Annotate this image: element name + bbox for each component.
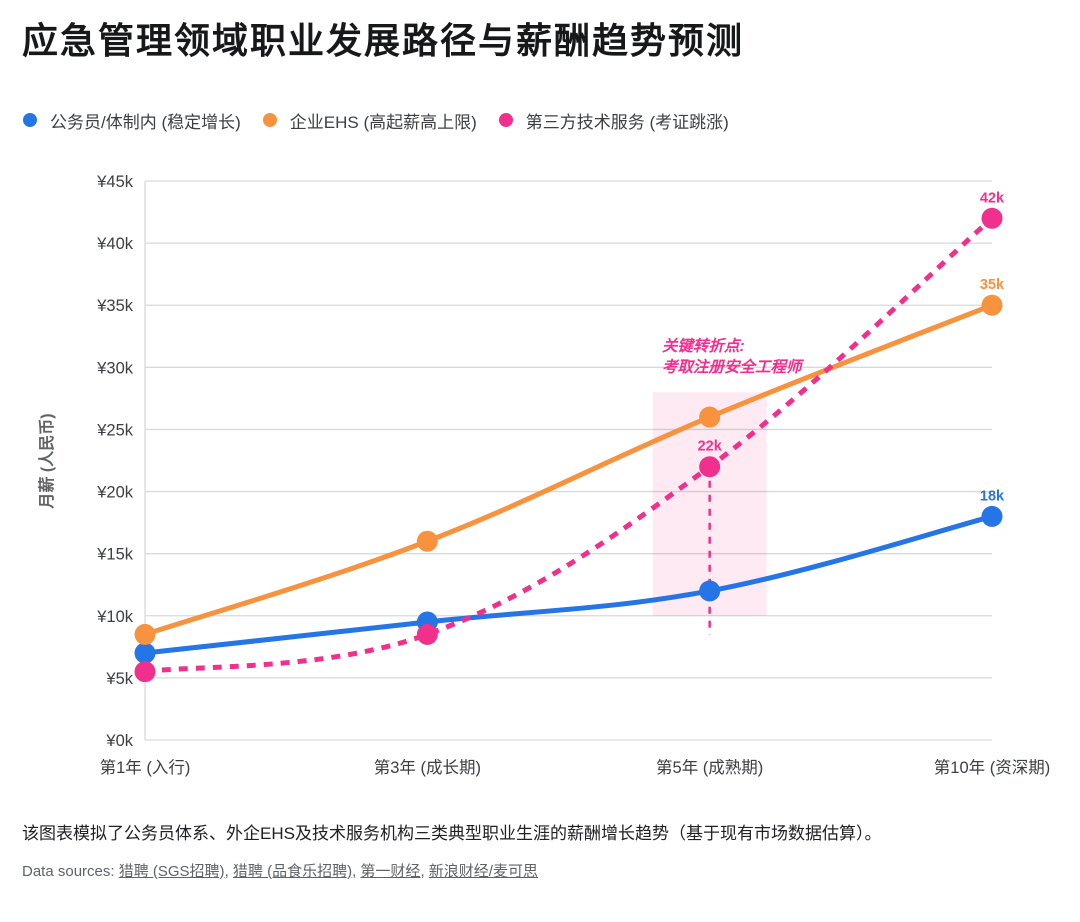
legend-label: 第三方技术服务 (考证跳涨) — [525, 112, 729, 132]
legend-item-civil-servant: 公务员/体制内 (稳定增长) — [23, 108, 241, 133]
page-title: 应急管理领域职业发展路径与薪酬趋势预测 — [22, 20, 745, 61]
data-point — [699, 406, 721, 428]
y-tick-label: ¥35k — [96, 297, 134, 315]
legend-label: 公务员/体制内 (稳定增长) — [50, 112, 241, 132]
chart-page: 应急管理领域职业发展路径与薪酬趋势预测 公务员/体制内 (稳定增长) 企业EHS… — [0, 20, 1080, 881]
data-point — [699, 580, 721, 602]
source-link[interactable]: 新浪财经/麦可思 — [428, 863, 538, 880]
legend-label: 企业EHS (高起薪高上限) — [289, 112, 477, 132]
legend-item-third-party: 第三方技术服务 (考证跳涨) — [498, 108, 729, 133]
legend-dot-blue-icon — [23, 113, 37, 127]
data-point — [134, 642, 156, 664]
legend-dot-orange-icon — [262, 113, 277, 127]
point-value-label: 22k — [698, 439, 723, 455]
data-point — [416, 623, 438, 645]
data-point — [981, 207, 1003, 229]
y-tick-label: ¥20k — [96, 484, 134, 502]
data-point — [981, 505, 1003, 527]
y-tick-label: ¥45k — [96, 173, 134, 191]
chart-description: 该图表模拟了公务员体系、外企EHS及技术服务机构三类典型职业生涯的薪酬增长趋势（… — [22, 824, 882, 843]
data-point — [981, 294, 1003, 316]
y-tick-label: ¥40k — [96, 235, 134, 253]
source-link[interactable]: 猎聘 (品食乐招聘) — [232, 863, 353, 880]
chart-legend: 公务员/体制内 (稳定增长) 企业EHS (高起薪高上限) 第三方技术服务 (考… — [23, 108, 1080, 133]
legend-item-ehs: 企业EHS (高起薪高上限) — [262, 108, 477, 133]
source-separator: , — [352, 863, 361, 880]
y-tick-label: ¥25k — [96, 421, 134, 439]
x-tick-label: 第5年 (成熟期) — [656, 758, 763, 777]
point-value-label: 18k — [980, 488, 1005, 504]
source-link[interactable]: 猎聘 (SGS招聘) — [118, 863, 225, 880]
y-tick-label: ¥5k — [105, 670, 133, 688]
point-value-label: 42k — [980, 190, 1005, 206]
source-link[interactable]: 第一财经 — [360, 863, 421, 880]
series-line-1 — [144, 302, 993, 637]
legend-dot-pink-icon — [498, 113, 513, 127]
data-sources-line: Data sources: 猎聘 (SGS招聘), 猎聘 (品食乐招聘), 第一… — [22, 862, 1058, 881]
y-axis-title: 月薪 (人民币) — [38, 413, 56, 509]
source-separator: , — [224, 863, 233, 880]
highlight-band — [652, 392, 767, 616]
annotation-text: 关键转折点: — [662, 337, 745, 355]
point-value-label: 35k — [980, 277, 1005, 293]
source-separator: , — [420, 863, 429, 880]
y-tick-label: ¥0k — [105, 732, 133, 750]
data-point — [134, 623, 156, 645]
salary-trend-line-chart: ¥45k ¥40k ¥35k ¥30k ¥25k ¥20k ¥15k ¥10k ¥5k ¥0k 18… — [38, 173, 1050, 777]
data-point — [134, 661, 156, 683]
y-tick-label: ¥10k — [96, 608, 134, 626]
y-tick-label: ¥15k — [96, 546, 134, 564]
data-point — [699, 456, 721, 478]
annotation-text: 考取注册安全工程师 — [662, 358, 805, 376]
series-line-0 — [144, 513, 993, 656]
x-tick-label: 第10年 (资深期) — [934, 758, 1050, 777]
series-line-2 — [144, 216, 994, 675]
x-tick-label: 第3年 (成长期) — [374, 758, 481, 777]
data-sources-prefix: Data sources: — [22, 863, 119, 880]
data-point — [416, 530, 438, 552]
x-tick-label: 第1年 (入行) — [100, 758, 191, 777]
y-tick-label: ¥30k — [96, 359, 134, 377]
